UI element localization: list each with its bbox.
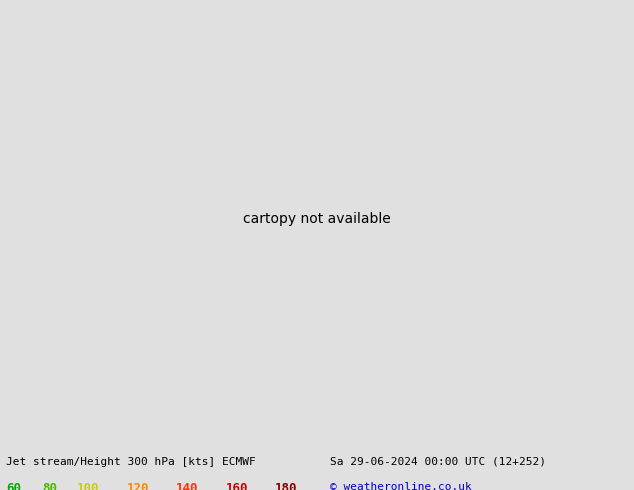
- Text: 100: 100: [77, 482, 100, 490]
- Text: cartopy not available: cartopy not available: [243, 212, 391, 226]
- Text: 60: 60: [6, 482, 22, 490]
- Text: 140: 140: [176, 482, 198, 490]
- Text: 120: 120: [127, 482, 149, 490]
- Text: 80: 80: [42, 482, 57, 490]
- Text: Jet stream/Height 300 hPa [kts] ECMWF: Jet stream/Height 300 hPa [kts] ECMWF: [6, 457, 256, 467]
- Text: © weatheronline.co.uk: © weatheronline.co.uk: [330, 482, 472, 490]
- Text: 160: 160: [226, 482, 248, 490]
- Text: 180: 180: [275, 482, 297, 490]
- Text: Sa 29-06-2024 00:00 UTC (12+252): Sa 29-06-2024 00:00 UTC (12+252): [330, 457, 546, 467]
